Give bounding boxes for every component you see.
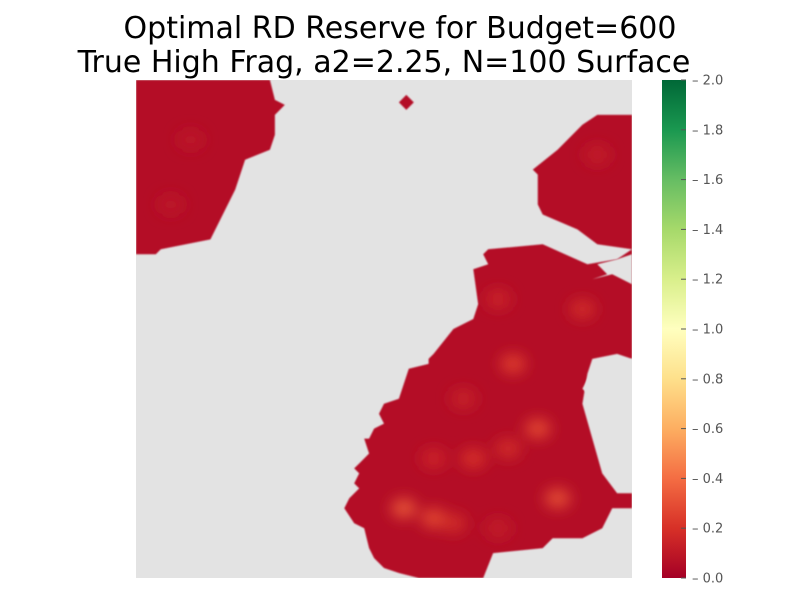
- heat-hotspot: [440, 513, 467, 534]
- heat-hotspot: [499, 353, 526, 374]
- heat-hotspot: [584, 144, 611, 165]
- heat-hotspot: [420, 448, 447, 469]
- heat-hotspot: [544, 488, 571, 509]
- heat-hotspot: [524, 418, 551, 439]
- heatmap: [136, 80, 632, 578]
- colorbar: – 0.0 – 0.2 – 0.4 – 0.6 – 0.8 – 1.0 – 1.2 – 1.4…: [662, 74, 723, 587]
- colorbar-tick-label: – 0.4: [692, 472, 723, 487]
- heat-hotspot: [460, 448, 487, 469]
- unselected-notch: [582, 358, 632, 404]
- heat-hotspot: [420, 508, 447, 529]
- chart-subtitle: True High Frag, a2=2.25, N=100 Surface: [77, 45, 691, 80]
- heat-hotspot: [485, 518, 512, 539]
- heat-hotspot: [569, 299, 596, 320]
- colorbar-tick-label: – 1.0: [692, 323, 723, 338]
- colorbar-tick-label: – 0.0: [692, 572, 723, 587]
- colorbar-tick-label: – 2.0: [692, 74, 723, 89]
- reserve-region: [398, 94, 414, 110]
- colorbar-tick-label: – 1.8: [692, 123, 723, 138]
- heat-hotspot: [450, 388, 477, 409]
- colorbar-tick-label: – 0.8: [692, 372, 723, 387]
- colorbar-tick-label: – 1.2: [692, 273, 723, 288]
- colorbar-tick-label: – 1.4: [692, 223, 723, 238]
- heat-hotspot: [157, 194, 184, 215]
- chart-title: Optimal RD Reserve for Budget=600: [123, 11, 677, 46]
- heat-hotspot: [390, 498, 417, 519]
- colorbar-tick-label: – 0.6: [692, 422, 723, 437]
- colorbar-tick-label: – 1.6: [692, 173, 723, 188]
- heat-hotspot: [495, 438, 521, 459]
- heat-hotspot: [485, 289, 512, 310]
- heat-hotspot: [177, 129, 204, 150]
- colorbar-tick-label: – 0.2: [692, 522, 723, 537]
- unselected-notch: [592, 254, 632, 285]
